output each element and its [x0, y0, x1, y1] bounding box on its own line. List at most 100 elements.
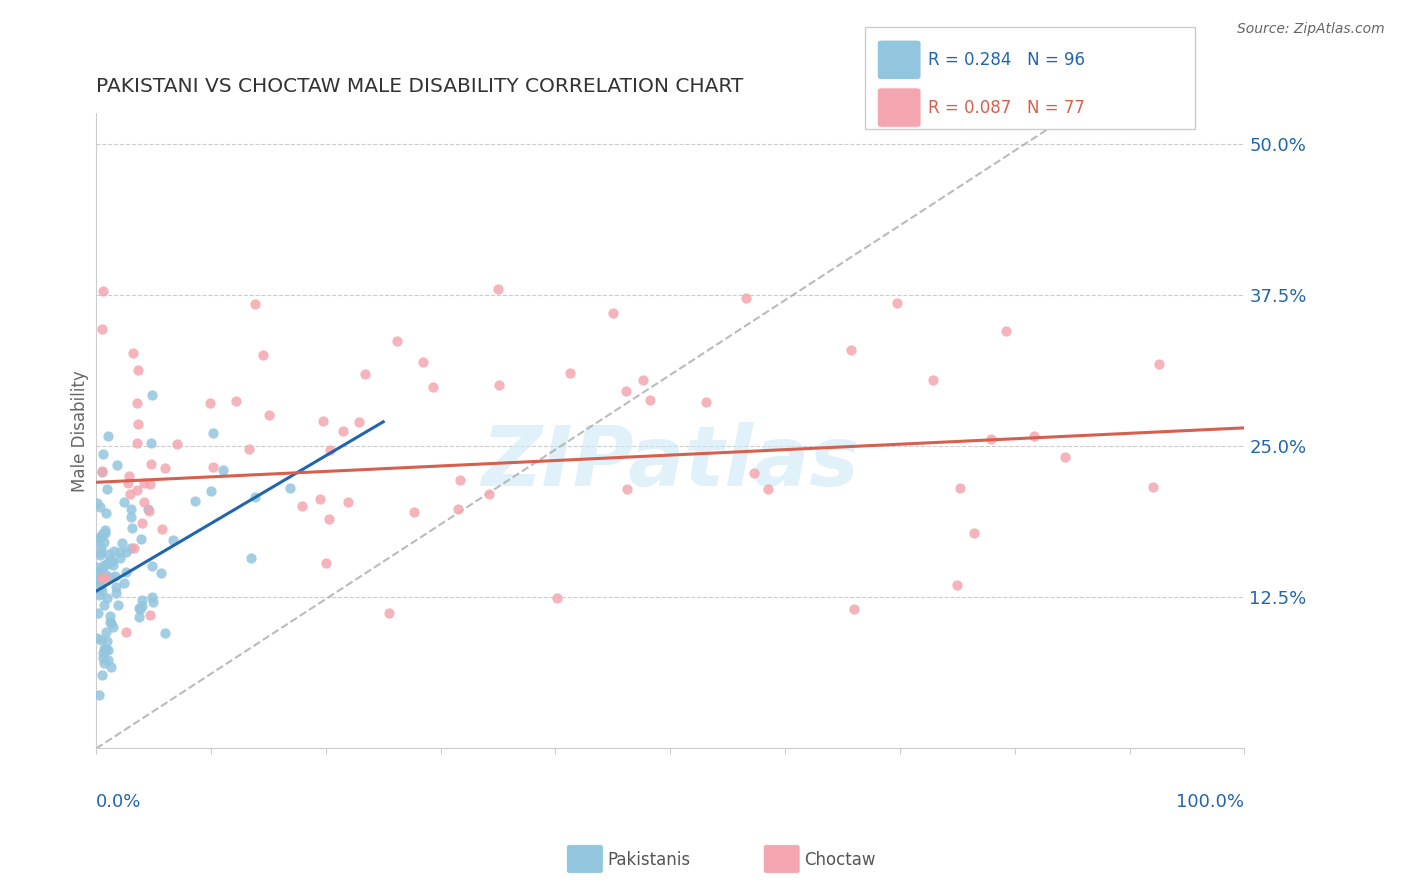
Point: [93, 285, 115, 299]
Point: [332, 425, 354, 439]
Point: [93, 571, 115, 585]
Point: [318, 512, 340, 526]
Point: [112, 495, 135, 509]
Point: [115, 565, 138, 579]
Point: [202, 459, 225, 474]
Point: [742, 466, 765, 480]
Point: [118, 486, 141, 500]
Point: [97, 653, 120, 667]
Point: [103, 544, 125, 558]
Text: Choctaw: Choctaw: [804, 851, 876, 869]
Point: [132, 475, 155, 490]
Point: [93, 526, 115, 541]
Point: [90, 571, 112, 585]
Point: [96, 591, 118, 605]
Point: [100, 616, 122, 631]
Point: [87, 588, 110, 602]
Point: [89, 580, 111, 594]
Point: [86, 631, 108, 645]
Point: [309, 491, 332, 506]
Point: [94, 625, 117, 640]
Point: [546, 591, 568, 605]
Point: [96, 482, 118, 496]
Text: Pakistanis: Pakistanis: [607, 851, 690, 869]
Point: [150, 566, 173, 581]
Point: [141, 436, 163, 450]
Point: [127, 363, 149, 377]
Point: [93, 558, 115, 573]
Point: [162, 533, 184, 547]
Point: [212, 463, 235, 477]
Point: [166, 437, 188, 451]
Point: [257, 408, 280, 422]
Text: R = 0.284   N = 96: R = 0.284 N = 96: [928, 51, 1085, 69]
Text: 0.0%: 0.0%: [96, 793, 142, 811]
Point: [240, 550, 263, 565]
Point: [756, 482, 779, 496]
Point: [86, 564, 108, 578]
Point: [107, 599, 129, 613]
Point: [614, 384, 637, 398]
Point: [201, 426, 224, 441]
Point: [150, 522, 173, 536]
Point: [96, 557, 118, 571]
Point: [93, 535, 115, 549]
Point: [86, 533, 108, 548]
Point: [94, 641, 117, 656]
Point: [377, 606, 399, 620]
Point: [101, 620, 124, 634]
Point: [90, 464, 112, 478]
Point: [122, 346, 145, 360]
Point: [141, 387, 163, 401]
Point: [87, 688, 110, 702]
Point: [311, 414, 333, 428]
Point: [89, 531, 111, 545]
Point: [93, 598, 115, 612]
Point: [243, 296, 266, 310]
Point: [104, 580, 127, 594]
Point: [315, 556, 337, 570]
Point: [91, 584, 114, 599]
Point: [200, 483, 222, 498]
Point: [278, 481, 301, 495]
Point: [91, 646, 114, 660]
Point: [98, 570, 121, 584]
Point: [127, 417, 149, 431]
Point: [412, 355, 434, 369]
Point: [120, 510, 142, 524]
Point: [101, 554, 124, 568]
Point: [131, 593, 153, 607]
Point: [638, 393, 661, 408]
Point: [558, 366, 581, 380]
Point: [121, 521, 143, 535]
Y-axis label: Male Disability: Male Disability: [72, 370, 89, 491]
Point: [89, 500, 111, 514]
Point: [90, 322, 112, 336]
Point: [478, 487, 501, 501]
Point: [89, 548, 111, 562]
Point: [1147, 357, 1170, 371]
Point: [886, 296, 908, 310]
Point: [134, 495, 156, 509]
Point: [90, 527, 112, 541]
Point: [108, 551, 131, 566]
Point: [844, 601, 866, 615]
Point: [98, 553, 121, 567]
Point: [91, 565, 114, 579]
Point: [86, 574, 108, 588]
Point: [125, 396, 148, 410]
Text: R = 0.087   N = 77: R = 0.087 N = 77: [928, 99, 1085, 117]
Point: [101, 558, 124, 572]
Point: [631, 373, 654, 387]
Point: [93, 447, 115, 461]
Point: [138, 607, 160, 622]
Point: [128, 610, 150, 624]
Point: [120, 502, 142, 516]
Point: [94, 506, 117, 520]
Point: [449, 473, 471, 487]
Point: [104, 569, 127, 583]
Point: [97, 557, 120, 571]
Point: [139, 457, 162, 471]
Point: [486, 282, 509, 296]
Point: [353, 367, 375, 381]
